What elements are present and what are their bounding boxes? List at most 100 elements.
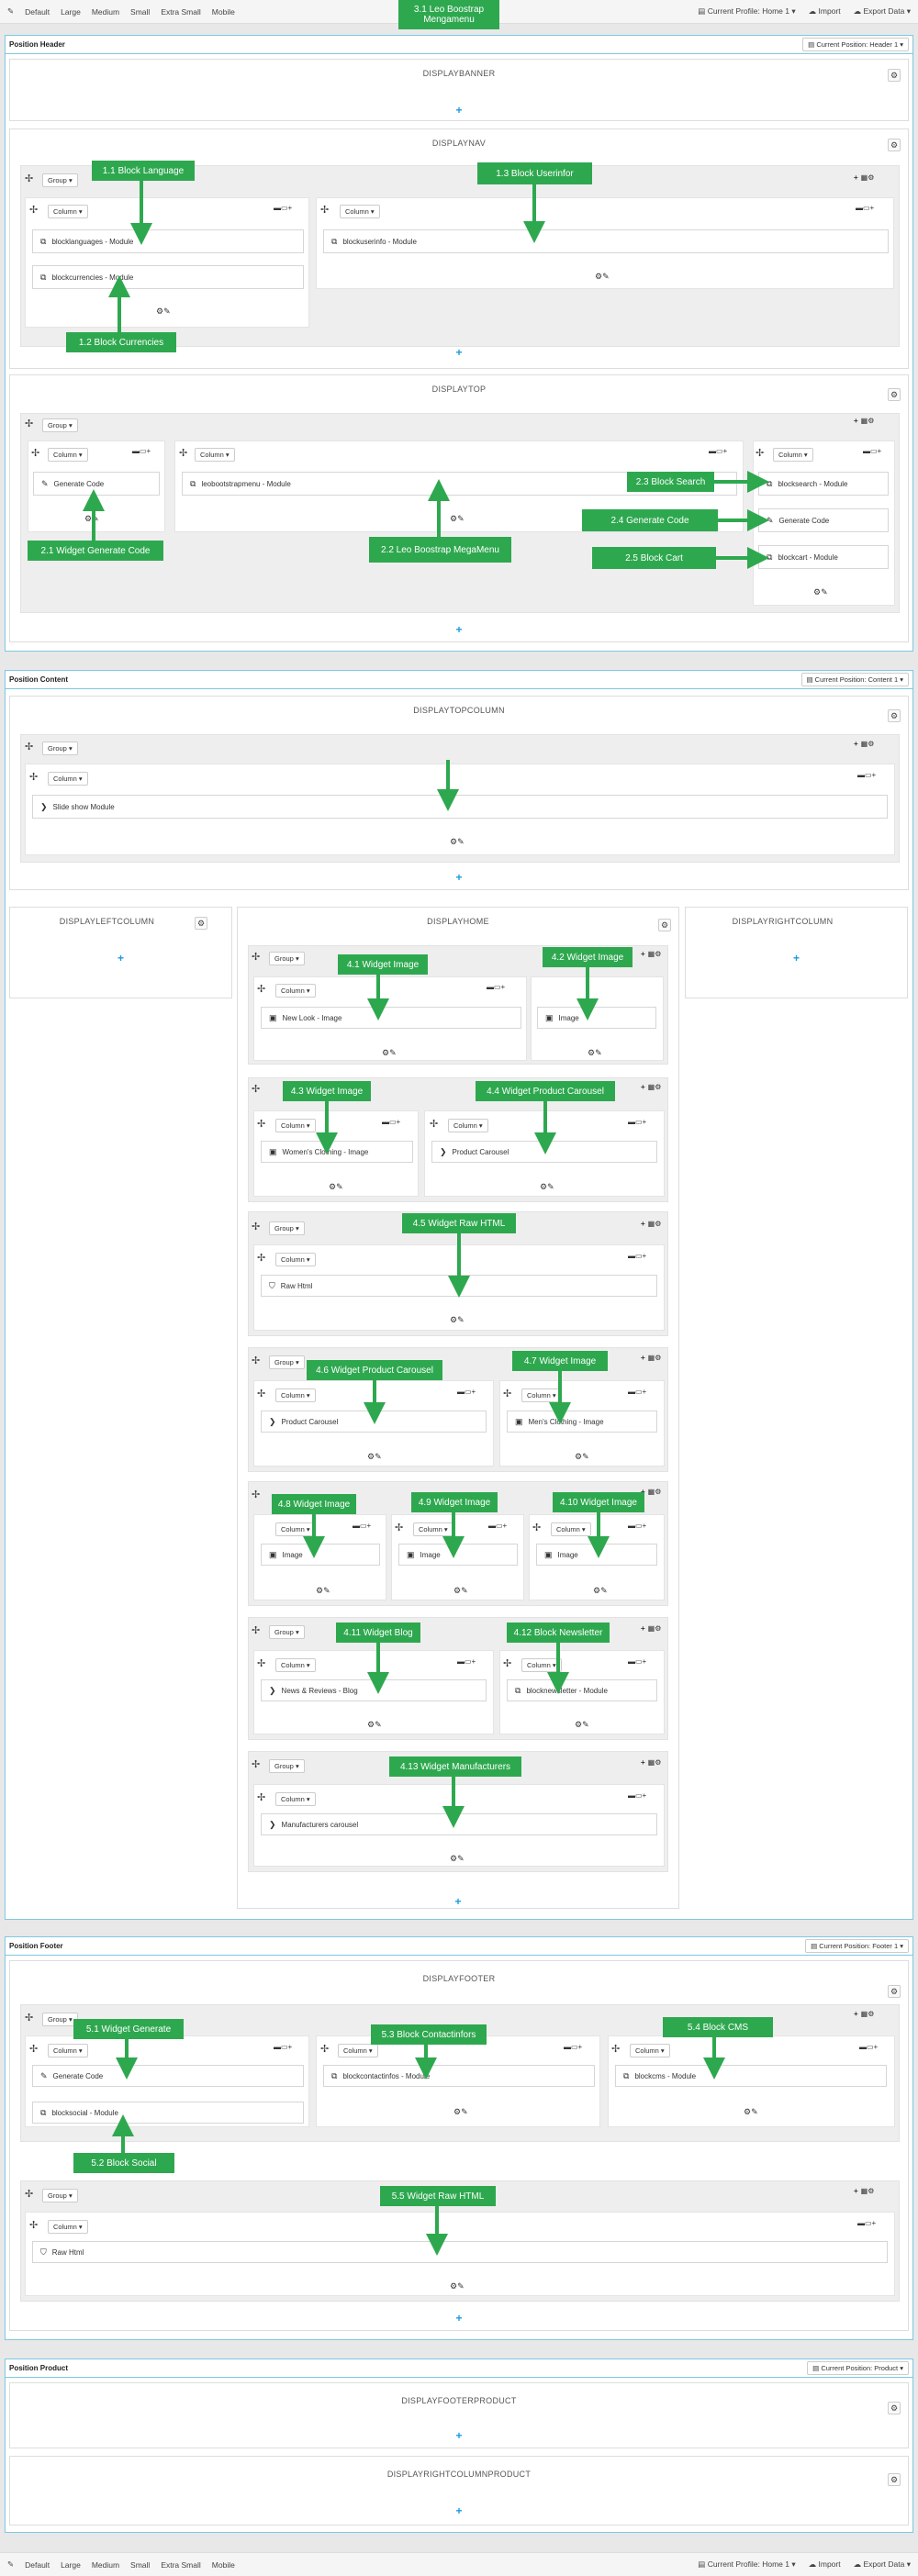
- column-settings[interactable]: ⚙✎: [382, 1048, 397, 1057]
- group-button[interactable]: Group ▾: [269, 1221, 305, 1235]
- column-tools[interactable]: ▬▭+: [857, 2219, 877, 2227]
- module-item[interactable]: ⧉ blockcart - Module: [758, 545, 889, 569]
- move-icon[interactable]: ✢: [25, 418, 34, 429]
- add-icon[interactable]: +: [455, 346, 463, 359]
- size-small[interactable]: Small: [130, 6, 151, 17]
- group-tools[interactable]: +▦⚙: [641, 1083, 662, 1091]
- column-button[interactable]: Column ▾: [773, 448, 813, 462]
- column-settings[interactable]: ⚙✎: [575, 1720, 589, 1729]
- column-button[interactable]: Column ▾: [521, 1658, 562, 1672]
- move-icon[interactable]: ✢: [252, 952, 261, 963]
- group-tools[interactable]: +▦⚙: [854, 417, 875, 425]
- add-icon[interactable]: +: [455, 2504, 463, 2517]
- column-settings[interactable]: ⚙✎: [450, 1315, 465, 1324]
- group-tools[interactable]: +▦⚙: [641, 1624, 662, 1633]
- group-tools[interactable]: +▦⚙: [641, 1220, 662, 1228]
- module-item[interactable]: ⧉ blocksocial - Module: [32, 2102, 304, 2124]
- column-button[interactable]: Column ▾: [551, 1522, 591, 1536]
- move-icon[interactable]: ✢: [257, 1792, 266, 1803]
- module-item[interactable]: ▣ Image: [537, 1007, 656, 1029]
- add-icon[interactable]: +: [455, 623, 463, 636]
- gear-icon[interactable]: ⚙: [888, 709, 901, 722]
- size-extra-small[interactable]: Extra Small: [161, 2559, 201, 2570]
- group-tools[interactable]: +▦⚙: [641, 1488, 662, 1496]
- column-settings[interactable]: ⚙✎: [329, 1182, 343, 1191]
- group-button[interactable]: Group ▾: [269, 1759, 305, 1773]
- group-tools[interactable]: +▦⚙: [641, 950, 662, 958]
- size-default[interactable]: Default: [25, 2559, 50, 2570]
- gear-icon[interactable]: ⚙: [888, 1985, 901, 1998]
- module-item[interactable]: ▣ Image: [261, 1544, 380, 1566]
- column-settings[interactable]: ⚙✎: [813, 587, 828, 597]
- move-icon[interactable]: ✢: [320, 2044, 330, 2055]
- group-button[interactable]: Group ▾: [269, 1355, 305, 1369]
- move-icon[interactable]: ✢: [395, 1522, 404, 1533]
- move-icon[interactable]: ✢: [25, 2013, 34, 2024]
- column-tools[interactable]: ▬▭+: [628, 1252, 647, 1260]
- column-settings[interactable]: ⚙✎: [84, 514, 99, 523]
- move-icon[interactable]: ✢: [25, 742, 34, 753]
- size-default[interactable]: Default: [25, 6, 50, 17]
- column-settings[interactable]: ⚙✎: [588, 1048, 602, 1057]
- group-tools[interactable]: +▦⚙: [641, 1354, 662, 1362]
- column-settings[interactable]: ⚙✎: [593, 1586, 608, 1595]
- move-icon[interactable]: ✢: [25, 2189, 34, 2200]
- column-button[interactable]: Column ▾: [275, 1658, 316, 1672]
- module-item[interactable]: ❯ Product Carousel: [261, 1411, 487, 1433]
- move-icon[interactable]: ✢: [503, 1658, 512, 1669]
- move-icon[interactable]: ✢: [252, 1625, 261, 1636]
- column-settings[interactable]: ⚙✎: [744, 2107, 758, 2116]
- move-icon[interactable]: ✢: [320, 205, 330, 216]
- column-button[interactable]: Column ▾: [448, 1119, 488, 1132]
- gear-icon[interactable]: ⚙: [888, 2473, 901, 2486]
- column-tools[interactable]: ▬▭+: [382, 1118, 401, 1126]
- column-tools[interactable]: ▬▭+: [628, 1791, 647, 1800]
- column-tools[interactable]: ▬▭+: [857, 771, 877, 779]
- gear-icon[interactable]: ⚙: [195, 917, 207, 930]
- column-button[interactable]: Column ▾: [48, 2044, 88, 2057]
- move-icon[interactable]: ✢: [252, 1221, 261, 1232]
- group-tools[interactable]: +▦⚙: [854, 173, 875, 182]
- module-item[interactable]: ❯ Product Carousel: [431, 1141, 657, 1163]
- add-icon[interactable]: +: [792, 952, 800, 965]
- pencil-icon[interactable]: ✎: [7, 6, 15, 16]
- module-item[interactable]: ⧉ blockuserinfo - Module: [323, 229, 889, 253]
- module-item[interactable]: ▣ Men's Clothing - Image: [507, 1411, 657, 1433]
- add-icon[interactable]: +: [455, 2312, 463, 2325]
- group-button[interactable]: Group ▾: [42, 2013, 78, 2026]
- column-button[interactable]: Column ▾: [275, 1253, 316, 1266]
- column-button[interactable]: Column ▾: [275, 1388, 316, 1402]
- module-item[interactable]: ⧉ blockcms - Module: [615, 2065, 887, 2087]
- add-icon[interactable]: +: [117, 952, 124, 965]
- column-settings[interactable]: ⚙✎: [540, 1182, 554, 1191]
- module-item[interactable]: ❯ Slide show Module: [32, 795, 888, 819]
- column-tools[interactable]: ▬▭+: [856, 204, 875, 212]
- gear-icon[interactable]: ⚙: [658, 919, 671, 931]
- column-button[interactable]: Column ▾: [413, 1522, 453, 1536]
- move-icon[interactable]: ✢: [257, 1253, 266, 1264]
- module-item[interactable]: ⧉ blockcontactinfos - Module: [323, 2065, 595, 2087]
- gear-icon[interactable]: ⚙: [888, 69, 901, 82]
- column-button[interactable]: Column ▾: [338, 2044, 378, 2057]
- move-icon[interactable]: ✢: [25, 173, 34, 184]
- move-icon[interactable]: ✢: [179, 448, 188, 459]
- module-item[interactable]: ⧉ blocknewsletter - Module: [507, 1679, 657, 1701]
- group-tools[interactable]: +▦⚙: [854, 740, 875, 748]
- column-settings[interactable]: ⚙✎: [450, 514, 465, 523]
- column-tools[interactable]: ▬▭+: [628, 1657, 647, 1666]
- move-icon[interactable]: ✢: [252, 1759, 261, 1770]
- group-button[interactable]: Group ▾: [269, 1625, 305, 1639]
- position-select[interactable]: ▤ Current Position: Content 1 ▾: [800, 673, 909, 686]
- column-tools[interactable]: ▬▭+: [628, 1388, 647, 1396]
- column-tools[interactable]: ▬▭+: [132, 447, 151, 455]
- column-tools[interactable]: ▬▭+: [457, 1657, 476, 1666]
- column-button[interactable]: Column ▾: [275, 984, 316, 998]
- size-large[interactable]: Large: [61, 2559, 81, 2570]
- group-button[interactable]: Group ▾: [42, 173, 78, 187]
- column-button[interactable]: Column ▾: [275, 1522, 316, 1536]
- move-icon[interactable]: ✢: [756, 448, 765, 459]
- module-item[interactable]: ✎ Generate Code: [33, 472, 160, 496]
- move-icon[interactable]: ✢: [29, 2044, 39, 2055]
- column-button[interactable]: Column ▾: [630, 2044, 670, 2057]
- column-tools[interactable]: ▬▭+: [274, 204, 293, 212]
